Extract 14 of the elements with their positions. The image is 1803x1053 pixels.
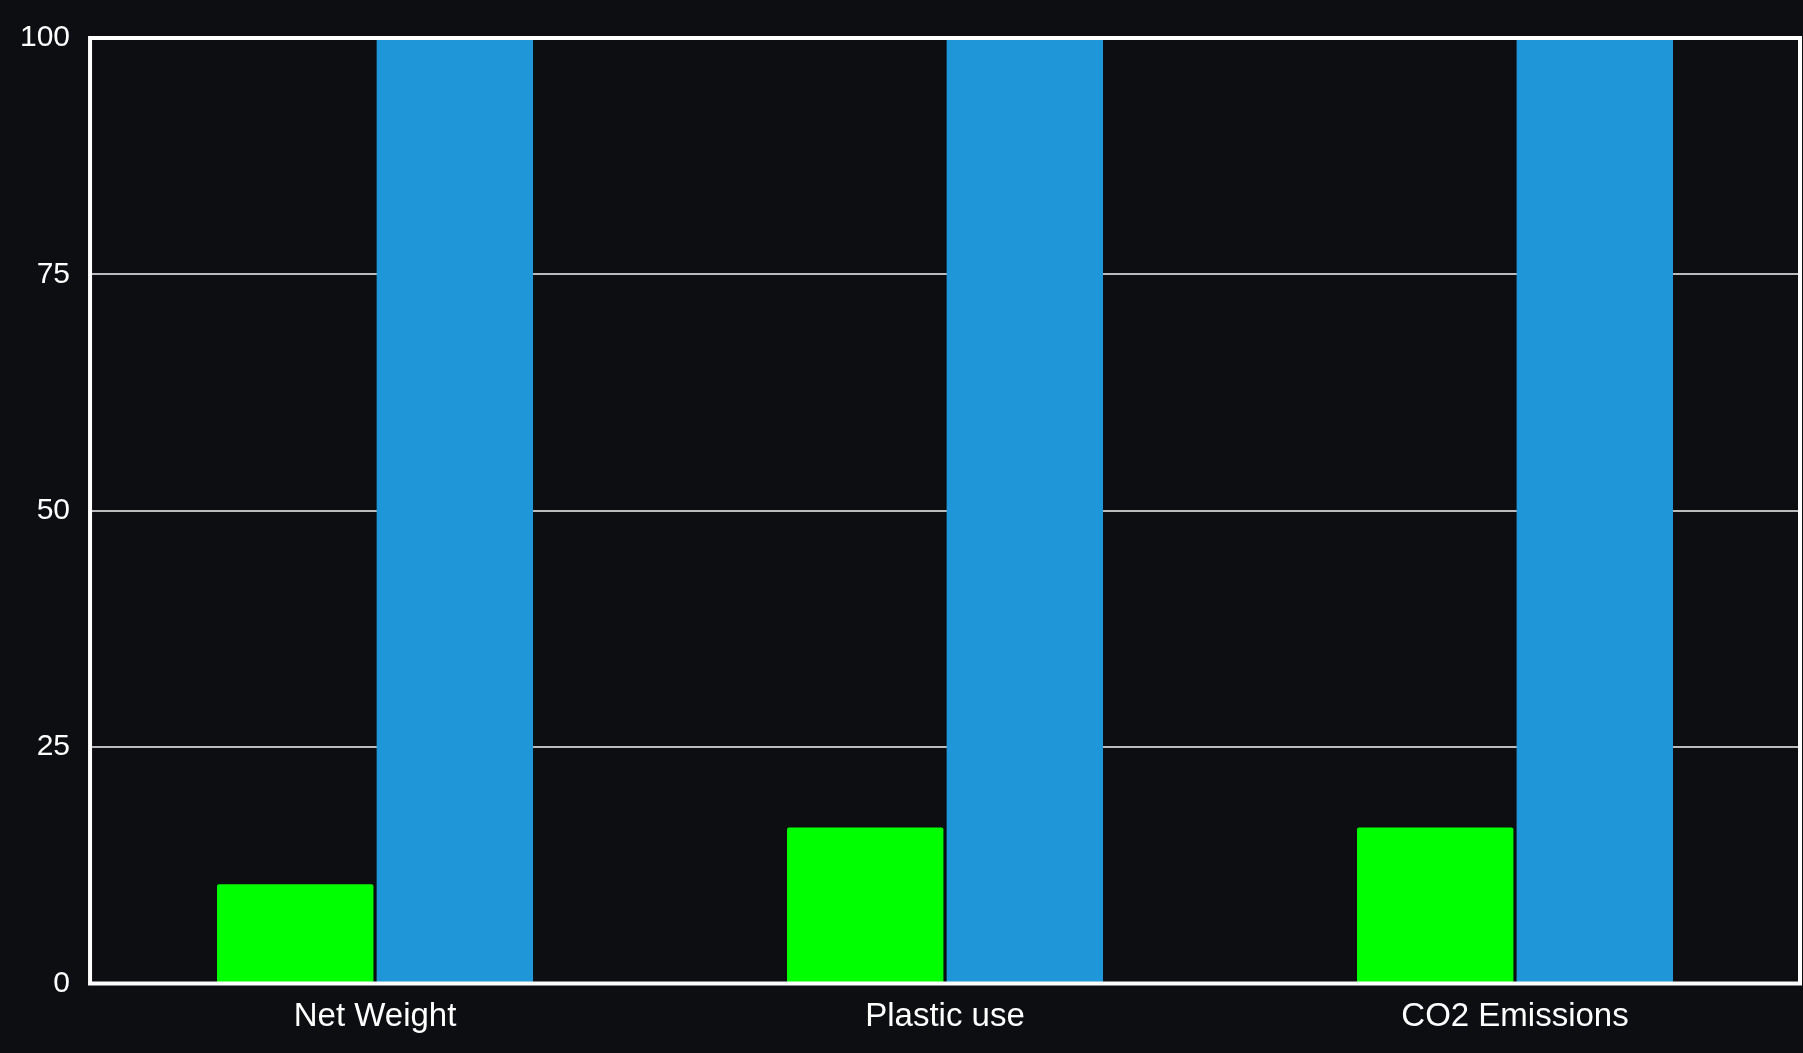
bar (787, 827, 944, 983)
x-tick-label: Plastic use (865, 996, 1025, 1034)
x-tick-label: CO2 Emissions (1401, 996, 1629, 1034)
y-tick-label: 100 (19, 19, 71, 53)
x-tick-label: Net Weight (293, 996, 457, 1034)
y-tick-label: 0 (53, 964, 71, 998)
bar (1516, 38, 1674, 983)
bar (946, 38, 1104, 983)
bar (376, 38, 534, 983)
y-tick-label: 50 (36, 491, 71, 525)
bar (217, 884, 374, 983)
y-tick-label: 75 (36, 255, 71, 289)
y-tick-label: 25 (36, 728, 71, 762)
bar (1357, 827, 1514, 983)
